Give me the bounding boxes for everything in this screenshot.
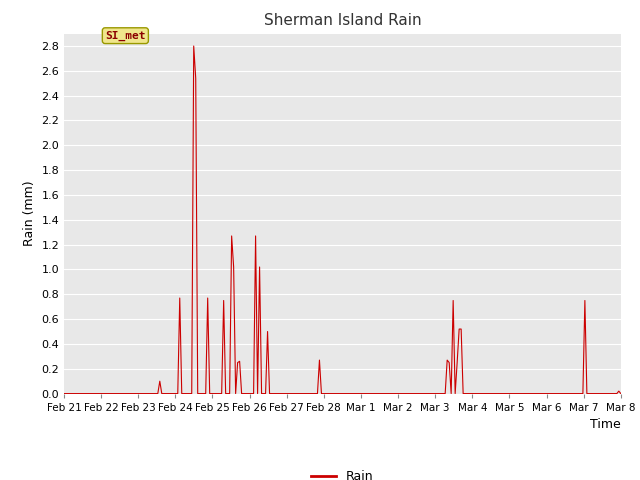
Text: SI_met: SI_met	[105, 31, 146, 41]
X-axis label: Time: Time	[590, 418, 621, 431]
Y-axis label: Rain (mm): Rain (mm)	[22, 181, 36, 246]
Title: Sherman Island Rain: Sherman Island Rain	[264, 13, 421, 28]
Legend: Rain: Rain	[306, 465, 379, 480]
